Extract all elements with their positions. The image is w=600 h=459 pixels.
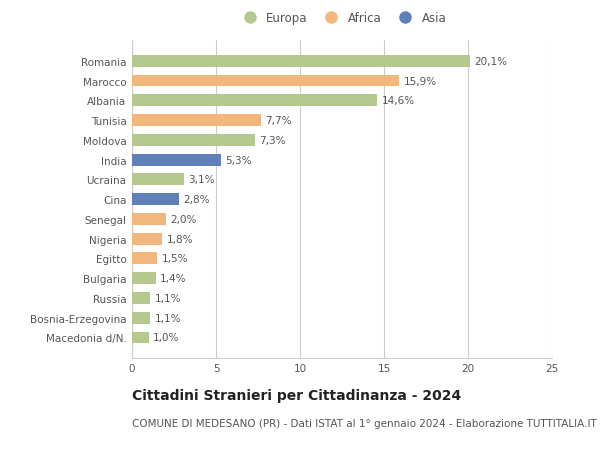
Text: 1,1%: 1,1% [155,313,181,323]
Text: COMUNE DI MEDESANO (PR) - Dati ISTAT al 1° gennaio 2024 - Elaborazione TUTTITALI: COMUNE DI MEDESANO (PR) - Dati ISTAT al … [132,418,597,428]
Text: 3,1%: 3,1% [188,175,215,185]
Text: 1,8%: 1,8% [166,234,193,244]
Bar [132,134,254,146]
Bar [132,56,470,67]
Bar [132,213,166,225]
Text: 2,0%: 2,0% [170,214,196,224]
Bar [132,312,151,324]
Text: 5,3%: 5,3% [225,155,252,165]
Text: 7,3%: 7,3% [259,135,286,146]
Text: Cittadini Stranieri per Cittadinanza - 2024: Cittadini Stranieri per Cittadinanza - 2… [132,388,461,402]
Text: 14,6%: 14,6% [382,96,415,106]
Bar [132,253,157,265]
Text: 7,7%: 7,7% [266,116,292,126]
Bar [132,115,262,127]
Bar [132,292,151,304]
Text: 1,1%: 1,1% [155,293,181,303]
Bar [132,174,184,186]
Bar [132,273,155,285]
Text: 1,0%: 1,0% [153,333,179,343]
Bar [132,75,399,87]
Bar [132,194,179,206]
Bar [132,154,221,166]
Legend: Europa, Africa, Asia: Europa, Africa, Asia [238,12,446,25]
Text: 2,8%: 2,8% [183,195,210,205]
Bar [132,233,162,245]
Bar [132,95,377,107]
Text: 1,5%: 1,5% [161,254,188,264]
Bar [132,332,149,344]
Text: 20,1%: 20,1% [474,56,507,67]
Text: 15,9%: 15,9% [403,76,436,86]
Text: 1,4%: 1,4% [160,274,186,284]
